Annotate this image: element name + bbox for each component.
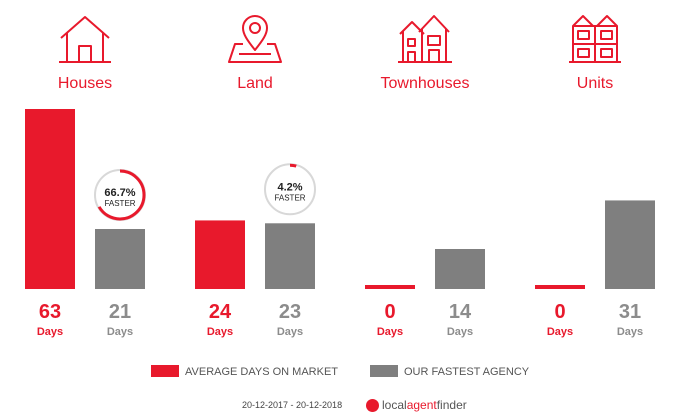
bar-average-land (195, 220, 245, 289)
faster-label-houses: FASTER (104, 199, 135, 208)
category-label-houses: Houses (57, 75, 113, 92)
category-label-units: Units (576, 75, 614, 92)
legend-average-label: AVERAGE DAYS ON MARKET (185, 366, 338, 378)
legend-agency-swatch (370, 365, 398, 377)
value-label-agency-houses: 21 (109, 301, 131, 323)
value-label-average-townhouses: 0 (384, 301, 395, 323)
value-label-agency-townhouses: 14 (449, 301, 472, 323)
bar-average-townhouses (365, 285, 415, 289)
value-label-average-land: 24 (209, 301, 232, 323)
legend-agency-label: OUR FASTEST AGENCY (404, 366, 530, 378)
brand-local: local (382, 398, 407, 412)
bar-average-units (535, 285, 585, 289)
category-label-townhouses: Townhouses (380, 75, 470, 92)
value-label-average-houses: 63 (39, 301, 61, 323)
days-label-agency-townhouses: Days (447, 326, 473, 338)
bar-agency-units (605, 200, 655, 289)
faster-arc-houses (94, 169, 146, 221)
value-label-agency-units: 31 (619, 301, 641, 323)
faster-percent-houses: 66.7% (104, 187, 135, 199)
value-label-agency-land: 23 (279, 301, 301, 323)
days-label-average-units: Days (547, 326, 573, 338)
days-label-agency-land: Days (277, 326, 303, 338)
bar-agency-land (265, 223, 315, 289)
faster-percent-land: 4.2% (277, 181, 302, 193)
bar-average-houses (25, 109, 75, 289)
townhouses-icon (398, 15, 452, 63)
days-label-agency-units: Days (617, 326, 643, 338)
days-label-agency-houses: Days (107, 326, 133, 338)
house-icon (59, 16, 111, 63)
bar-agency-townhouses (435, 249, 485, 289)
brand-finder: finder (436, 398, 467, 412)
faster-label-land: FASTER (274, 193, 305, 202)
date-range: 20-12-2017 - 20-12-2018 (242, 400, 343, 410)
brand-agent: agent (406, 398, 437, 412)
legend-average-swatch (151, 365, 179, 377)
footer: 20-12-2017 - 20-12-2018 localagentfinder (0, 396, 700, 418)
days-label-average-land: Days (207, 326, 233, 338)
days-label-average-houses: Days (37, 326, 63, 338)
days-label-average-townhouses: Days (377, 326, 403, 338)
units-icon (569, 15, 621, 63)
value-label-average-units: 0 (554, 301, 565, 323)
land-pin-icon (228, 15, 282, 63)
bar-agency-houses (95, 229, 145, 289)
faster-arc-land (264, 163, 316, 215)
brand-name: localagentfinder (382, 398, 467, 412)
brand-logo-icon (366, 399, 379, 412)
category-label-land: Land (237, 75, 273, 92)
